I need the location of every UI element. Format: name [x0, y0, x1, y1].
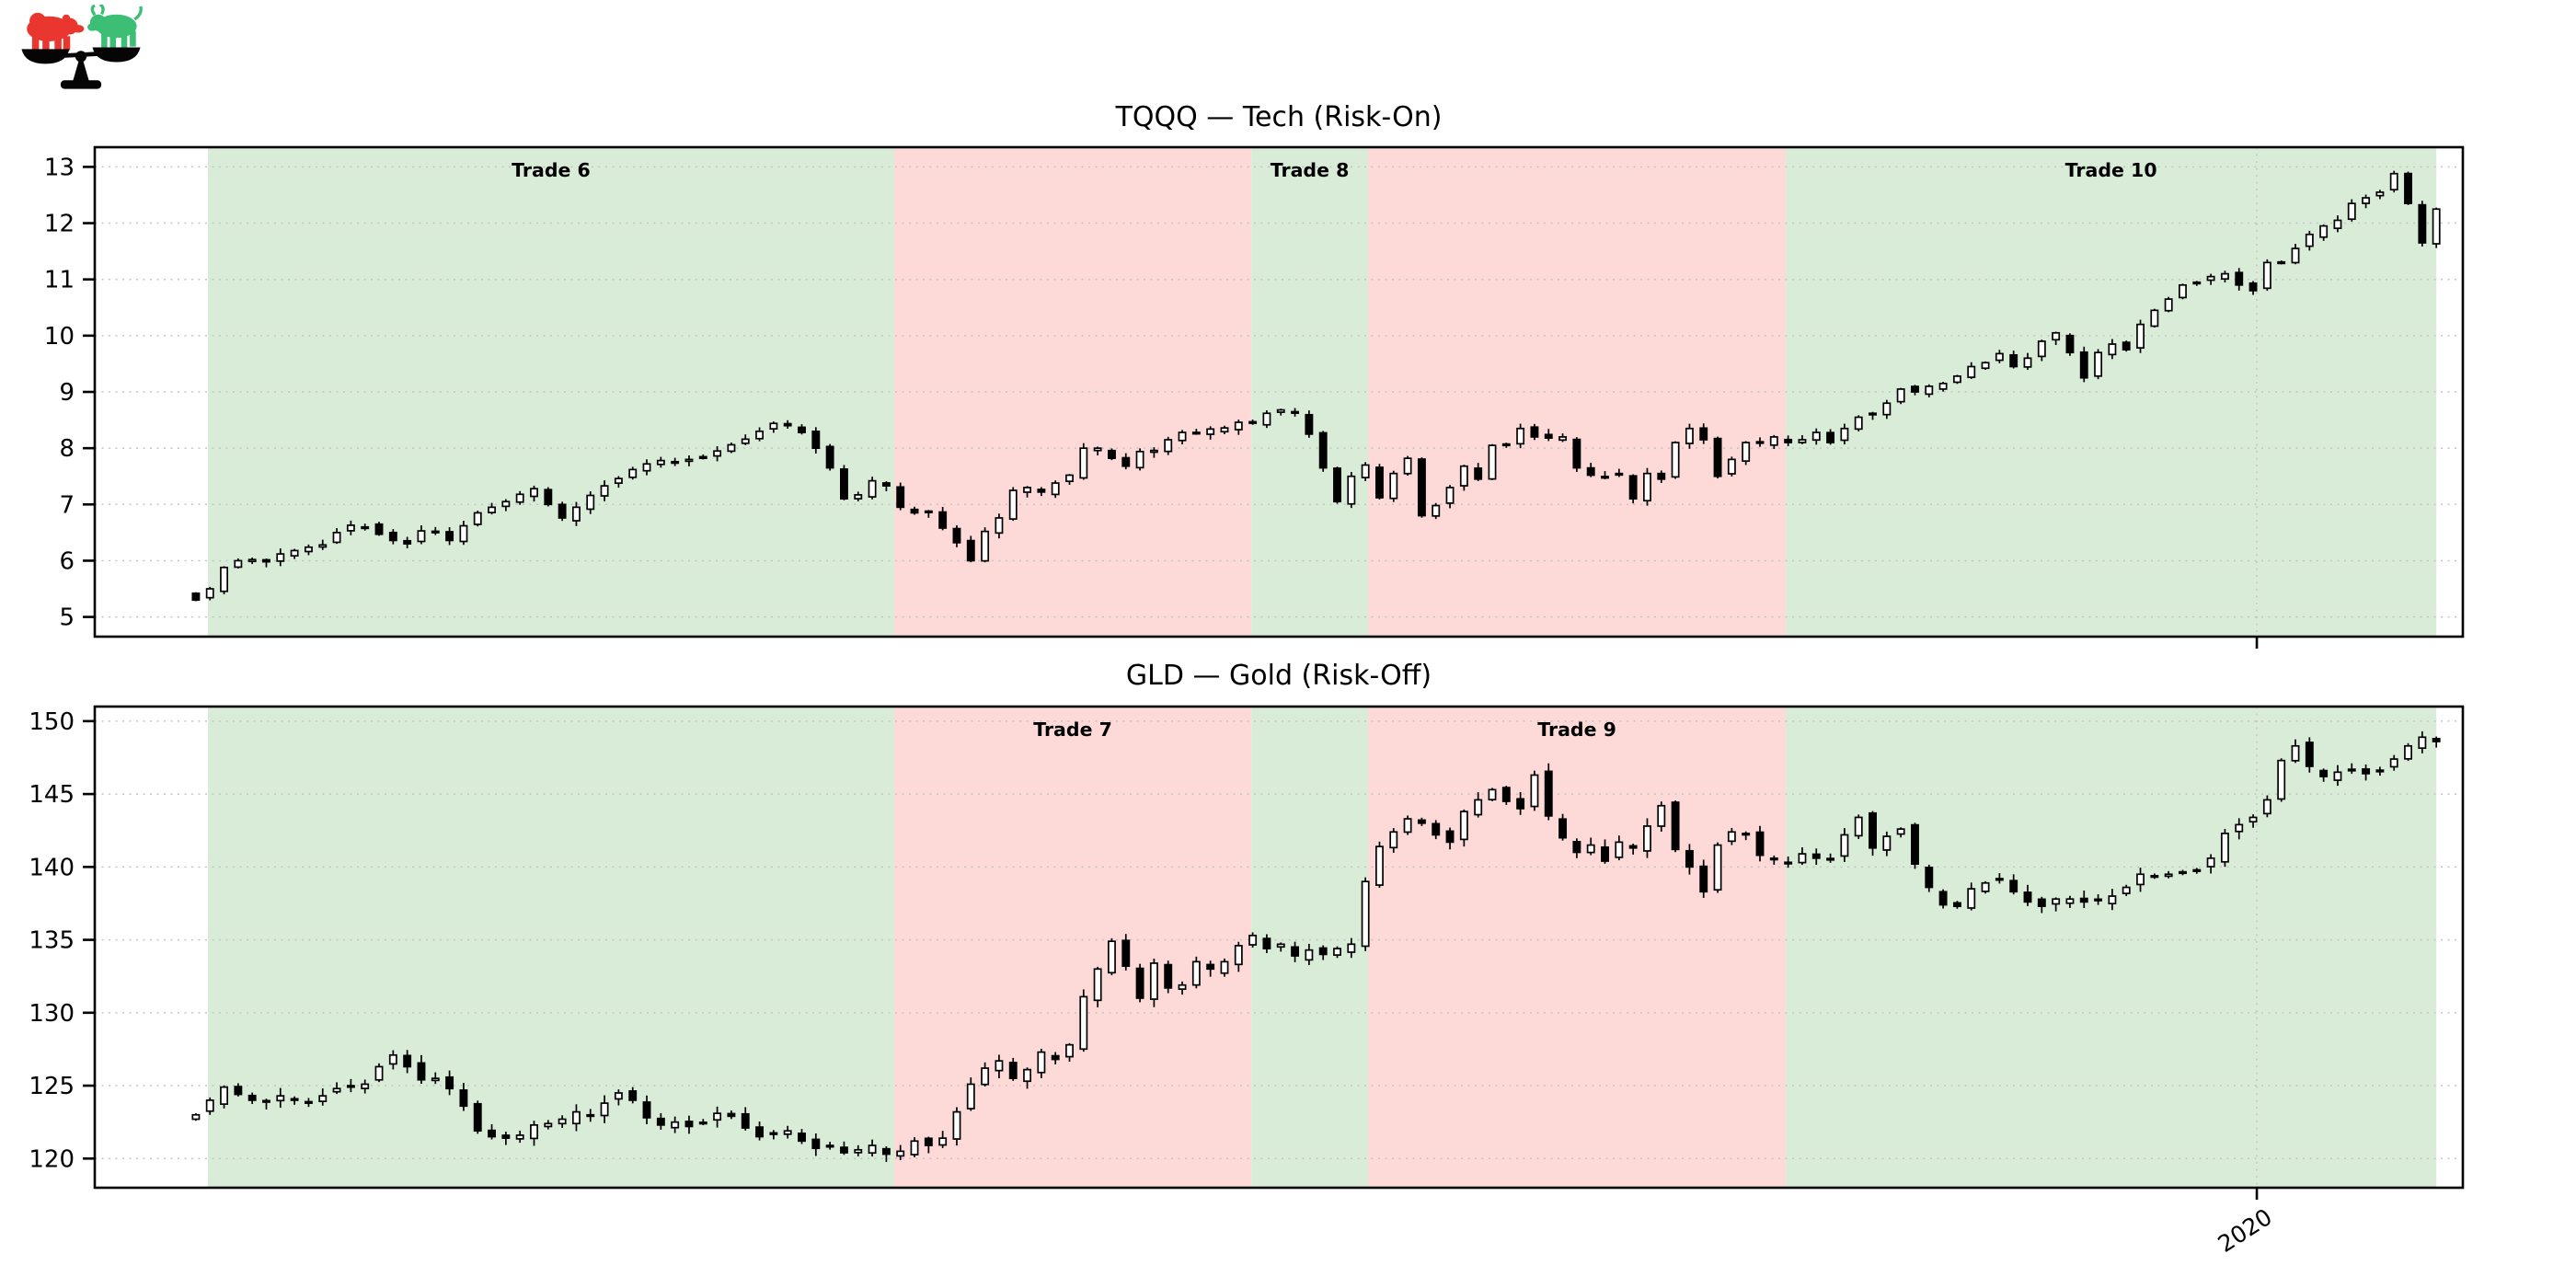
trade-7-label: Trade 7: [1033, 719, 1112, 741]
tqqq-ytick-6: 6: [59, 547, 75, 575]
scale-base: [60, 80, 102, 89]
gld-plot: 120 125 130 135 140 145 150: [29, 705, 2465, 1200]
gld-region-trade-9: [1368, 707, 1787, 1188]
bear-icon: [27, 12, 85, 51]
gld-ytick-150: 150: [29, 708, 75, 736]
gld-ytick-135: 135: [29, 927, 75, 955]
gld-chart-title: GLD — Gold (Risk-Off): [1125, 660, 1432, 692]
trade-9-label: Trade 9: [1537, 719, 1616, 741]
tqqq-region-trade-9: [1368, 147, 1787, 637]
tqqq-ytick-7: 7: [59, 491, 75, 519]
trade-10-label: Trade 10: [2064, 159, 2157, 181]
gld-ytick-130: 130: [29, 1000, 75, 1028]
gld-region-trade-6: [208, 707, 894, 1188]
tqqq-ytick-10: 10: [44, 323, 75, 351]
tqqq-candles: [191, 170, 2441, 602]
scale-column: [72, 52, 90, 83]
scale-icon: [21, 47, 141, 89]
trade-8-label: Trade 8: [1270, 159, 1350, 181]
gld-region-trade-10: [1786, 707, 2437, 1188]
tqqq-ytick-12: 12: [44, 211, 75, 238]
tqqq-ytick-13: 13: [44, 154, 75, 181]
trade-6-label: Trade 6: [512, 159, 591, 181]
tqqq-chart-title: TQQQ — Tech (Risk-On): [1115, 101, 1443, 133]
tqqq-ytick-9: 9: [59, 379, 75, 407]
bull-bear-scale-icon: [21, 3, 143, 89]
gld-candles: [191, 730, 2441, 1162]
tqqq-ytick-8: 8: [59, 435, 75, 463]
gld-region-trade-7: [893, 707, 1252, 1188]
tqqq-ytick-11: 11: [44, 267, 75, 294]
gld-ytick-125: 125: [29, 1073, 75, 1100]
gld-axes-frame: [93, 705, 2465, 1190]
bull-icon: [87, 3, 143, 48]
scale-right-pan: [92, 47, 141, 63]
gld-ytick-140: 140: [29, 854, 75, 881]
gld-ytick-120: 120: [29, 1145, 75, 1173]
tqqq-region-trade-7: [893, 147, 1252, 637]
bull-bear-scale-logo: [11, 3, 151, 91]
scale-left-pan: [21, 49, 70, 64]
tqqq-plot: 5 6 7 8 9 10 11 12 13: [44, 145, 2465, 649]
gld-ytick-145: 145: [29, 781, 75, 809]
tqqq-ytick-5: 5: [59, 604, 75, 632]
